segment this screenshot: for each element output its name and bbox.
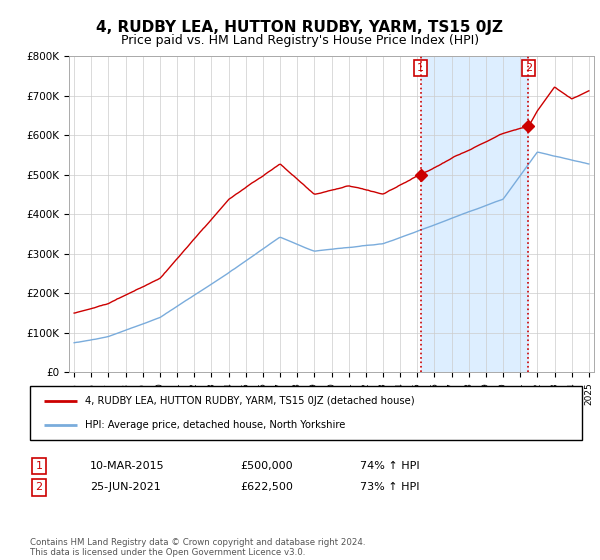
Text: 4, RUDBY LEA, HUTTON RUDBY, YARM, TS15 0JZ: 4, RUDBY LEA, HUTTON RUDBY, YARM, TS15 0… — [97, 20, 503, 35]
Text: £622,500: £622,500 — [240, 482, 293, 492]
Text: £500,000: £500,000 — [240, 461, 293, 471]
Text: 10-MAR-2015: 10-MAR-2015 — [90, 461, 164, 471]
FancyBboxPatch shape — [30, 386, 582, 440]
Text: 4, RUDBY LEA, HUTTON RUDBY, YARM, TS15 0JZ (detached house): 4, RUDBY LEA, HUTTON RUDBY, YARM, TS15 0… — [85, 396, 415, 406]
Text: HPI: Average price, detached house, North Yorkshire: HPI: Average price, detached house, Nort… — [85, 420, 346, 430]
Text: 1: 1 — [417, 63, 424, 73]
Text: 2: 2 — [35, 482, 43, 492]
Text: 73% ↑ HPI: 73% ↑ HPI — [360, 482, 419, 492]
Text: 74% ↑ HPI: 74% ↑ HPI — [360, 461, 419, 471]
Text: 1: 1 — [35, 461, 43, 471]
Text: Contains HM Land Registry data © Crown copyright and database right 2024.
This d: Contains HM Land Registry data © Crown c… — [30, 538, 365, 557]
Text: 25-JUN-2021: 25-JUN-2021 — [90, 482, 161, 492]
Text: 2: 2 — [525, 63, 532, 73]
Text: Price paid vs. HM Land Registry's House Price Index (HPI): Price paid vs. HM Land Registry's House … — [121, 34, 479, 46]
Bar — [421, 56, 529, 372]
